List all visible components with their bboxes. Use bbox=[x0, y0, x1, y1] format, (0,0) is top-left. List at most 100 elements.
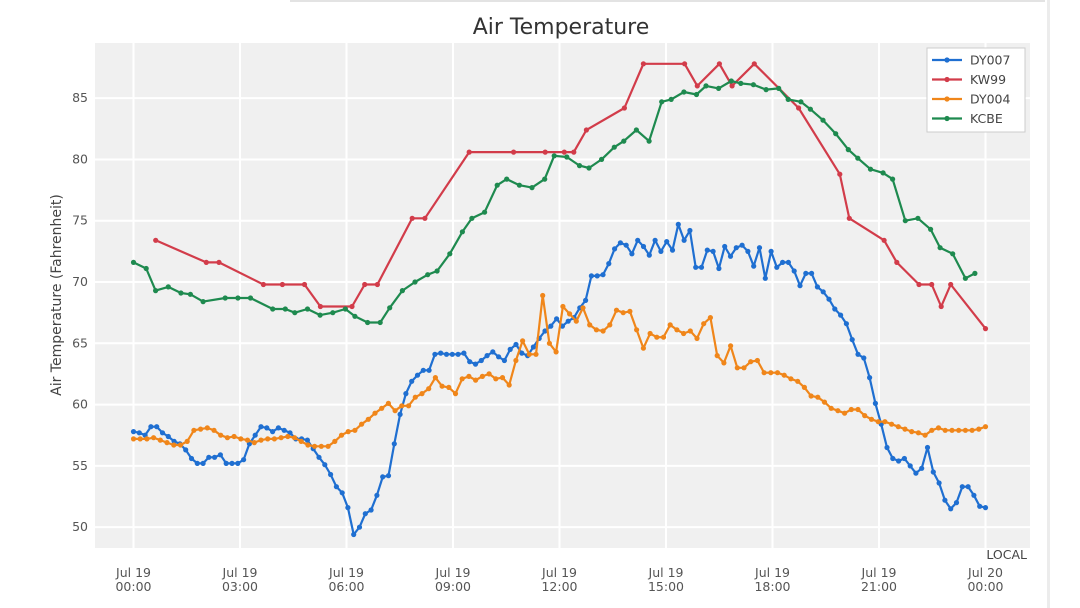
series-dy004 bbox=[130, 292, 989, 449]
data-point-kw99 bbox=[374, 281, 380, 288]
data-point-kw99 bbox=[279, 281, 285, 288]
data-point-kcbe bbox=[586, 165, 592, 171]
data-point-dy004 bbox=[379, 405, 385, 411]
data-point-kcbe bbox=[668, 96, 674, 102]
data-point-kcbe bbox=[399, 288, 405, 294]
data-point-dy004 bbox=[198, 426, 204, 432]
data-point-kw99 bbox=[916, 281, 922, 288]
data-point-kcbe bbox=[937, 245, 943, 251]
data-point-dy004 bbox=[781, 372, 787, 378]
data-point-dy004 bbox=[922, 432, 928, 438]
data-point-dy004 bbox=[251, 440, 257, 446]
data-point-kcbe bbox=[716, 85, 722, 91]
data-point-dy007 bbox=[751, 263, 757, 269]
data-point-dy007 bbox=[438, 350, 444, 356]
data-point-dy004 bbox=[499, 375, 506, 381]
data-point-kw99 bbox=[796, 105, 802, 111]
data-point-dy007 bbox=[194, 460, 200, 466]
x-tick-date: Jul 19 bbox=[115, 565, 151, 580]
y-tick-label: 85 bbox=[72, 90, 88, 105]
data-point-kcbe bbox=[750, 82, 757, 88]
data-point-dy004 bbox=[164, 440, 170, 446]
y-axis-label: Air Temperature (Fahrenheit) bbox=[49, 194, 65, 396]
data-point-dy007 bbox=[733, 245, 739, 251]
series-kw99 bbox=[153, 61, 989, 332]
data-point-kw99 bbox=[542, 149, 548, 155]
data-point-dy004 bbox=[191, 427, 197, 433]
data-point-kw99 bbox=[621, 105, 628, 111]
data-point-kcbe bbox=[599, 156, 605, 162]
data-point-dy007 bbox=[594, 273, 600, 279]
data-point-kcbe bbox=[611, 144, 617, 150]
data-point-dy007 bbox=[148, 424, 154, 430]
data-point-kcbe bbox=[820, 117, 826, 123]
data-point-kcbe bbox=[833, 131, 839, 137]
data-point-dy007 bbox=[270, 429, 276, 435]
data-point-dy004 bbox=[177, 442, 184, 448]
data-point-kw99 bbox=[362, 281, 368, 288]
data-point-dy007 bbox=[206, 454, 212, 460]
data-point-dy004 bbox=[909, 429, 915, 435]
data-point-dy007 bbox=[183, 447, 189, 453]
data-point-dy004 bbox=[607, 322, 613, 328]
data-point-dy007 bbox=[635, 237, 641, 243]
data-point-dy007 bbox=[583, 297, 589, 303]
data-point-kcbe bbox=[915, 215, 921, 221]
data-point-dy007 bbox=[762, 275, 768, 281]
data-point-dy004 bbox=[278, 435, 284, 441]
data-point-dy004 bbox=[325, 443, 331, 449]
data-point-dy004 bbox=[982, 424, 989, 430]
data-point-dy007 bbox=[252, 432, 258, 438]
data-point-dy004 bbox=[479, 373, 485, 379]
data-point-dy007 bbox=[832, 306, 838, 312]
data-point-dy007 bbox=[780, 259, 786, 265]
data-point-kcbe bbox=[867, 166, 874, 172]
plot-area bbox=[95, 43, 1030, 548]
x-tick-date: Jul 19 bbox=[328, 565, 364, 580]
data-point-dy004 bbox=[238, 436, 244, 442]
data-point-dy007 bbox=[241, 457, 247, 463]
data-point-kw99 bbox=[881, 237, 887, 243]
x-tick-date: Jul 19 bbox=[754, 565, 790, 580]
data-point-kcbe bbox=[972, 270, 978, 276]
y-tick-label: 50 bbox=[72, 519, 88, 534]
series-layer bbox=[130, 61, 989, 538]
x-tick-date: Jul 19 bbox=[541, 565, 577, 580]
data-point-kw99 bbox=[751, 61, 757, 67]
data-point-dy004 bbox=[432, 375, 438, 381]
data-point-kw99 bbox=[929, 281, 935, 288]
data-point-kw99 bbox=[466, 149, 472, 155]
data-point-dy007 bbox=[478, 357, 484, 364]
data-point-dy004 bbox=[741, 365, 747, 371]
data-point-dy007 bbox=[698, 264, 705, 270]
data-point-dy007 bbox=[356, 524, 363, 530]
data-point-dy004 bbox=[748, 359, 754, 365]
data-point-kcbe bbox=[270, 306, 276, 312]
data-point-dy007 bbox=[617, 240, 624, 246]
data-point-dy007 bbox=[455, 351, 461, 357]
grid-lines bbox=[95, 43, 1030, 548]
data-point-dy004 bbox=[627, 308, 633, 314]
data-point-dy007 bbox=[136, 430, 142, 436]
data-point-dy004 bbox=[828, 405, 834, 411]
data-point-dy007 bbox=[977, 503, 983, 509]
data-point-dy007 bbox=[345, 505, 351, 511]
data-point-kcbe bbox=[365, 319, 371, 326]
data-point-dy007 bbox=[606, 261, 612, 267]
data-point-kcbe bbox=[292, 310, 298, 316]
data-point-kcbe bbox=[178, 290, 184, 296]
data-point-kw99 bbox=[694, 83, 700, 89]
legend-label-dy004: DY004 bbox=[970, 92, 1010, 107]
data-point-dy007 bbox=[397, 411, 403, 417]
data-point-dy004 bbox=[795, 378, 801, 384]
data-point-dy004 bbox=[513, 357, 519, 364]
data-point-dy007 bbox=[669, 247, 676, 253]
data-point-dy004 bbox=[895, 424, 901, 430]
data-point-dy007 bbox=[513, 341, 519, 348]
data-point-dy004 bbox=[392, 408, 398, 414]
data-point-kcbe bbox=[928, 226, 934, 232]
data-point-dy004 bbox=[754, 357, 761, 364]
data-point-dy007 bbox=[264, 425, 270, 431]
data-point-dy007 bbox=[443, 351, 450, 357]
